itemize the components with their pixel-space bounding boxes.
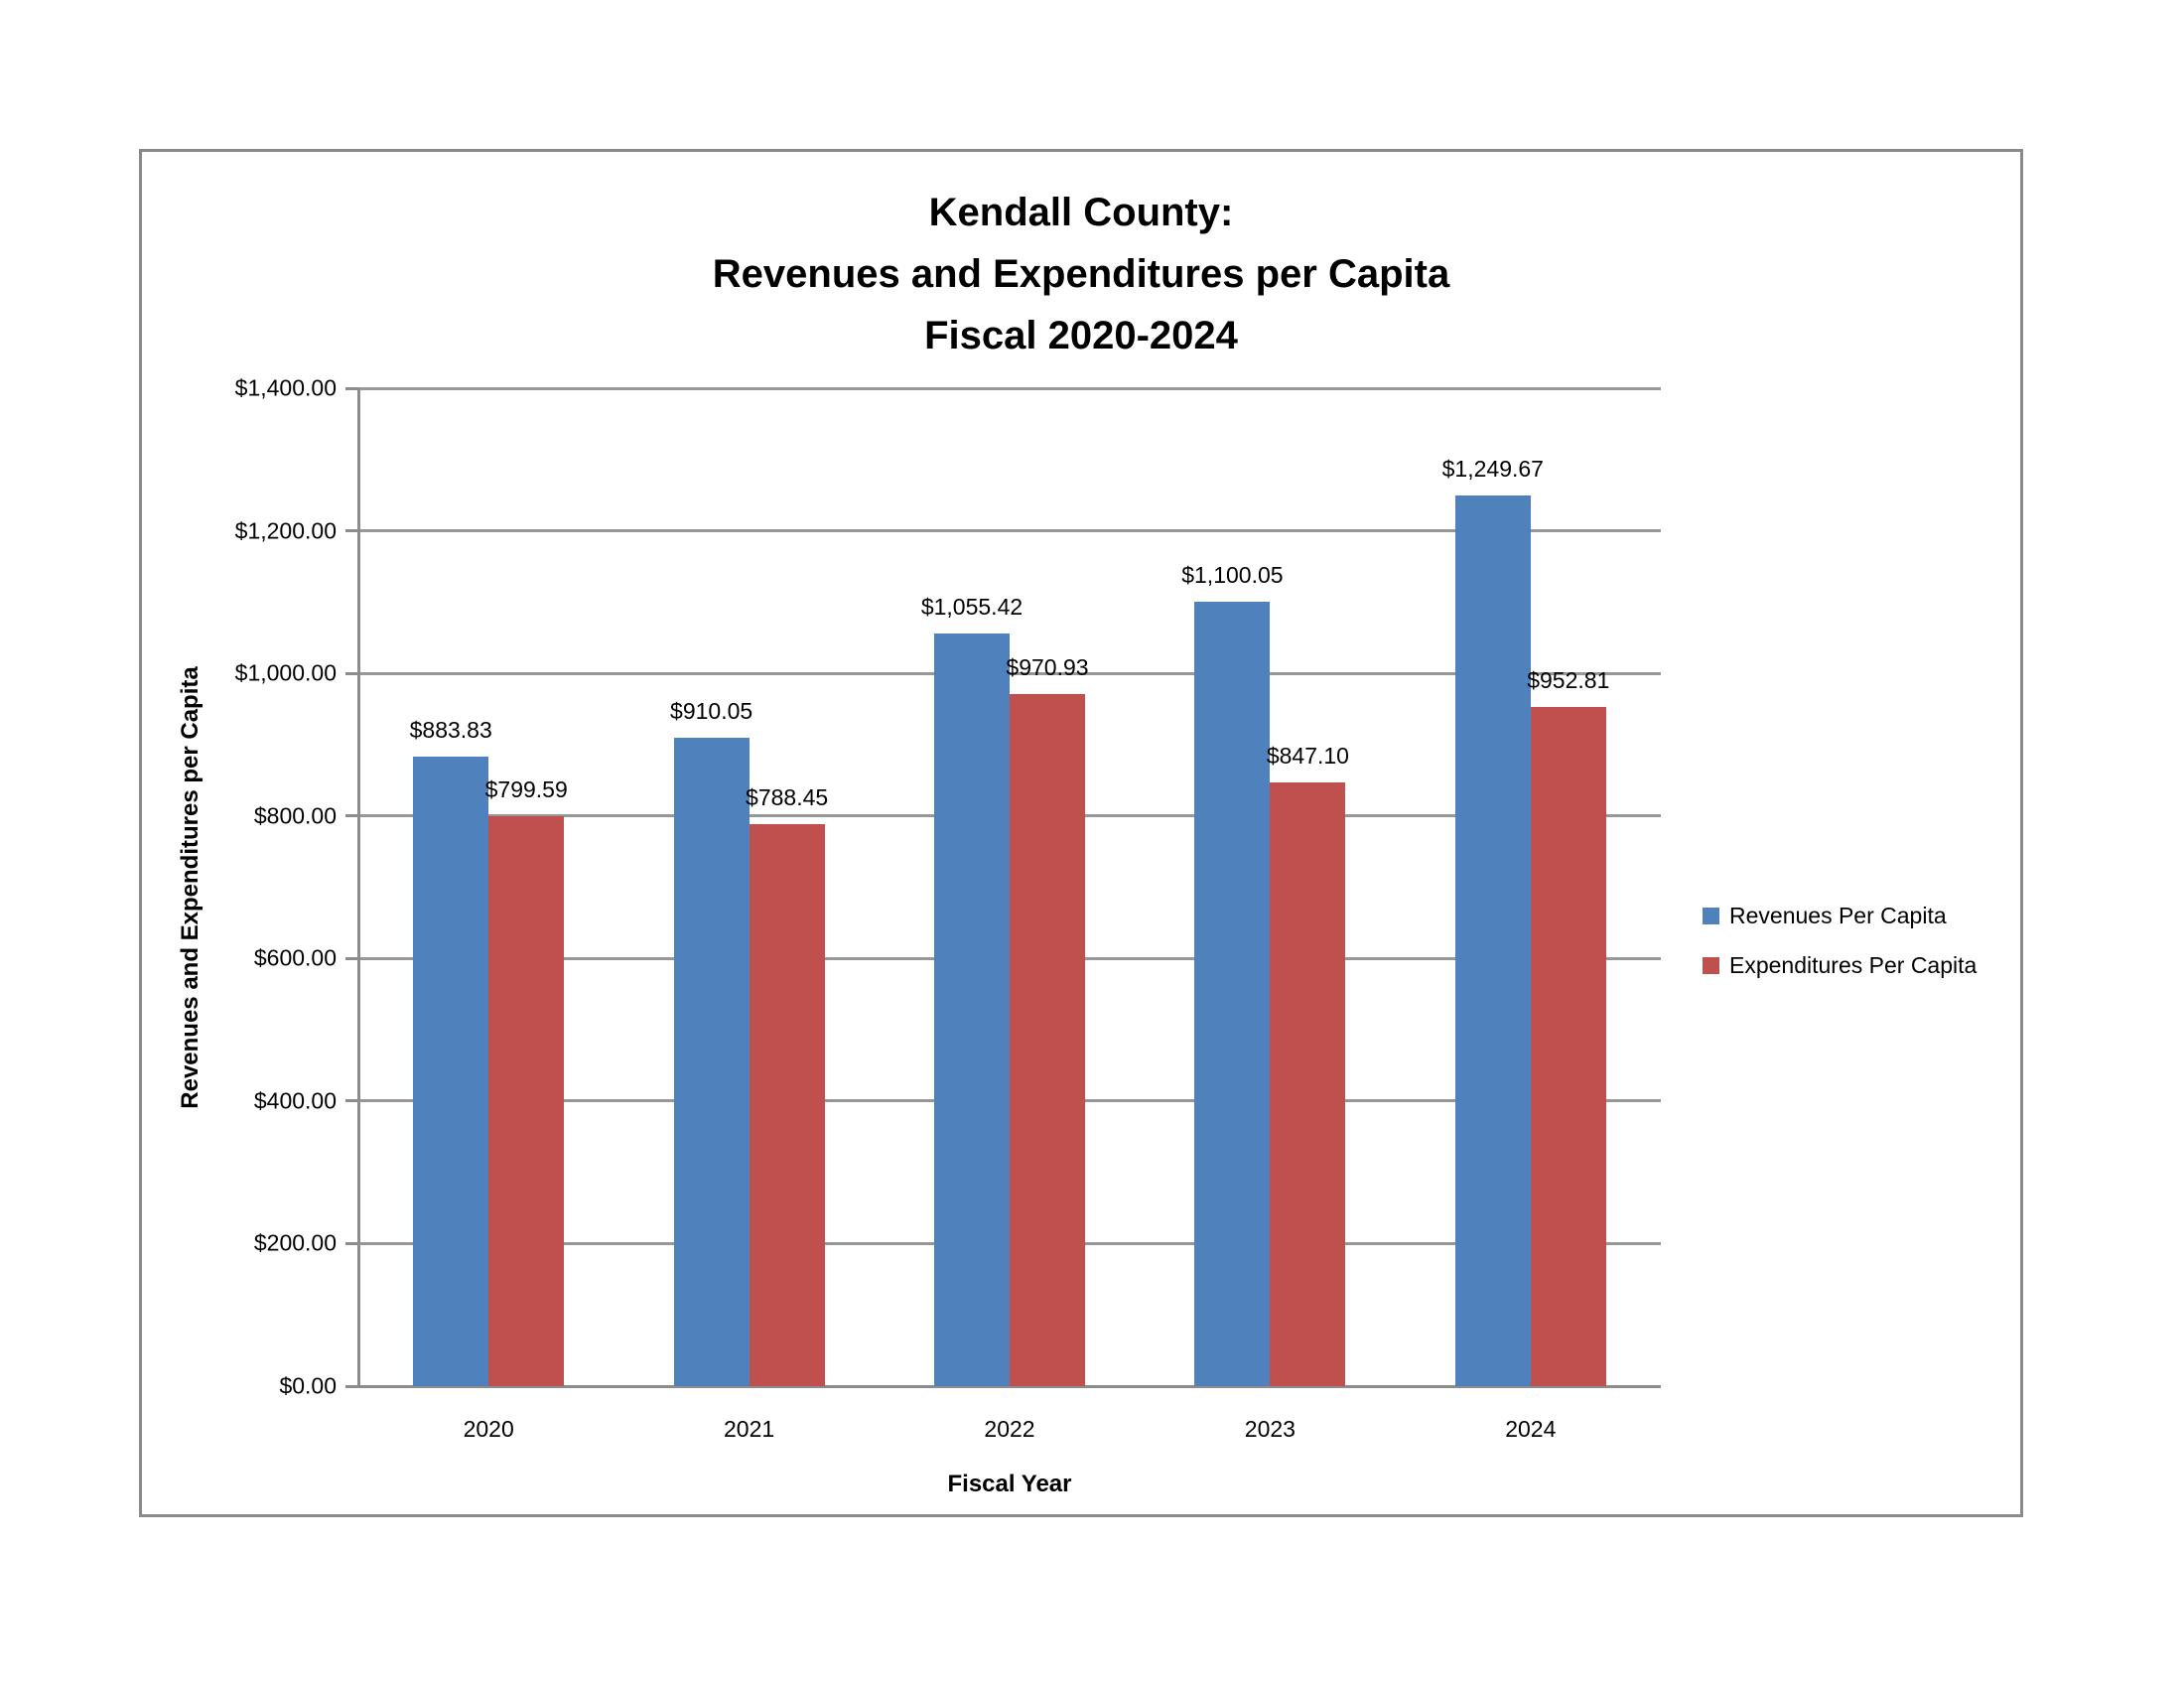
legend-swatch-expenditures [1703, 956, 1719, 974]
bar-expenditures-2020 [488, 816, 565, 1386]
legend-label-expenditures: Expenditures Per Capita [1729, 951, 1978, 978]
y-tick-label-200: $200.00 [253, 1229, 337, 1256]
bar-label-expenditures-2024: $952.81 [1527, 667, 1610, 694]
bar-revenues-2022 [934, 633, 1010, 1386]
legend: Revenues Per Capita Expenditures Per Capi… [1703, 891, 1977, 990]
bar-expenditures-2024 [1530, 707, 1606, 1386]
bar-label-expenditures-2022: $970.93 [1006, 654, 1089, 680]
bar-label-revenues-2023: $1,100.05 [1181, 562, 1284, 589]
y-tick-1200 [345, 529, 358, 533]
y-tick-label-800: $800.00 [253, 802, 337, 829]
y-tick-1000 [345, 671, 358, 675]
x-tick-label-2023: 2023 [1244, 1416, 1296, 1442]
bar-label-revenues-2020: $883.83 [409, 716, 492, 743]
legend-label-revenues: Revenues Per Capita [1729, 902, 1947, 928]
bar-expenditures-2021 [749, 824, 825, 1386]
y-tick-label-400: $400.00 [253, 1087, 337, 1114]
bar-label-revenues-2022: $1,055.42 [920, 594, 1024, 621]
y-tick-label-1000: $1,000.00 [234, 659, 337, 686]
y-axis-line [356, 388, 360, 1386]
x-tick-label-2024: 2024 [1505, 1416, 1557, 1442]
y-tick-400 [345, 1099, 358, 1103]
y-tick-1400 [345, 386, 358, 390]
chart-title-line-1: Kendall County: [928, 191, 1234, 234]
legend-swatch-revenues [1703, 907, 1719, 924]
bar-label-expenditures-2023: $847.10 [1266, 742, 1349, 769]
x-tick-label-2022: 2022 [984, 1416, 1035, 1442]
x-tick-label-2020: 2020 [463, 1416, 514, 1442]
y-tick-0 [345, 1384, 358, 1388]
y-axis-title: Revenues and Expenditures per Capita [177, 666, 204, 1109]
y-tick-800 [345, 814, 358, 818]
bar-label-revenues-2024: $1,249.67 [1441, 455, 1544, 482]
bar-label-expenditures-2021: $788.45 [746, 784, 829, 810]
x-axis-title: Fiscal Year [947, 1471, 1072, 1497]
y-tick-label-600: $600.00 [253, 944, 337, 971]
chart-frame: Kendall County: Revenues and Expenditure… [139, 149, 2023, 1517]
y-tick-200 [345, 1241, 358, 1245]
bar-revenues-2024 [1454, 494, 1531, 1386]
legend-item-revenues: Revenues Per Capita [1703, 891, 1977, 940]
bar-label-expenditures-2020: $799.59 [484, 776, 568, 802]
bar-expenditures-2022 [1010, 694, 1085, 1386]
chart-title-line-2: Revenues and Expenditures per Capita [712, 252, 1450, 296]
chart-title-line-3: Fiscal 2020-2024 [924, 314, 1238, 357]
y-tick-label-1400: $1,400.00 [234, 374, 337, 401]
gridline-1200 [358, 529, 1661, 533]
x-tick-label-2021: 2021 [724, 1416, 775, 1442]
bar-label-revenues-2021: $910.05 [670, 697, 753, 724]
gridline-1400 [358, 386, 1661, 390]
bar-revenues-2023 [1194, 602, 1271, 1386]
legend-item-expenditures: Expenditures Per Capita [1703, 940, 1977, 990]
x-axis-line [358, 1384, 1661, 1388]
y-tick-label-0: $0.00 [279, 1372, 337, 1399]
bar-revenues-2020 [413, 756, 489, 1386]
gridline-1000 [358, 671, 1661, 675]
y-tick-600 [345, 956, 358, 960]
bar-expenditures-2023 [1270, 781, 1346, 1386]
y-tick-label-1200: $1,200.00 [234, 517, 337, 544]
chart-title: Kendall County: Revenues and Expenditure… [142, 182, 2020, 366]
bar-revenues-2021 [673, 737, 750, 1386]
